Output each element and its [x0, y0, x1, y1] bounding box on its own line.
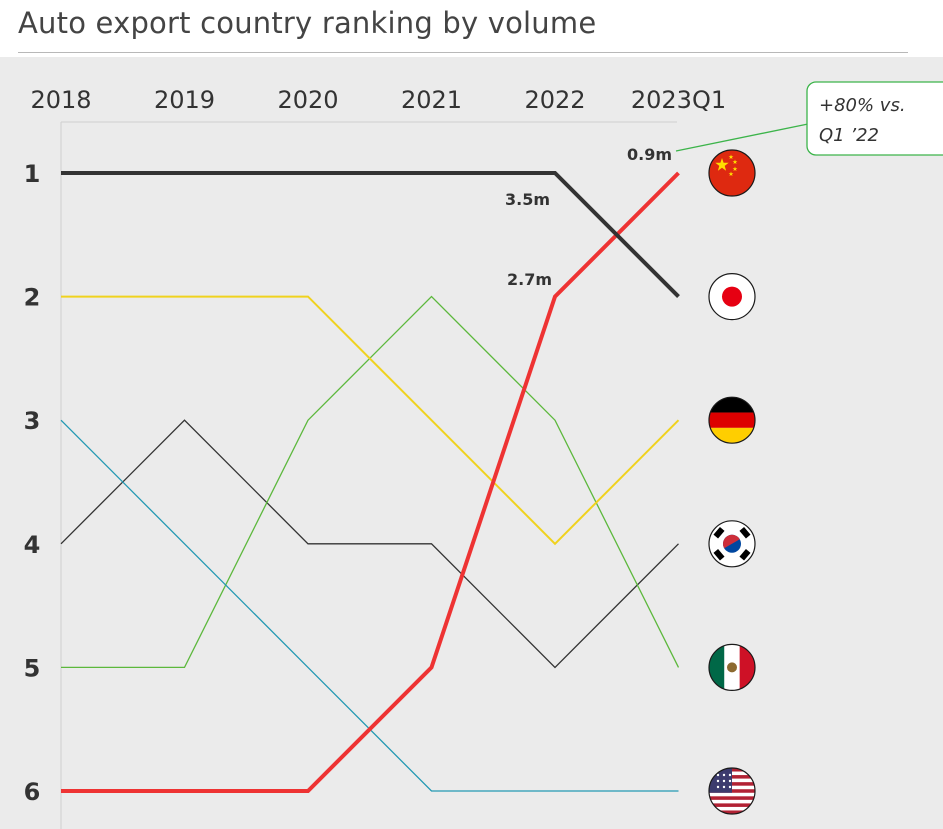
- flag-trigram: [739, 527, 751, 539]
- x-tick-label: 2019: [154, 86, 215, 114]
- title-divider: [18, 52, 908, 53]
- flag-stripe: [709, 799, 755, 804]
- flag-star: [732, 159, 738, 164]
- series-line-mexico: [61, 295, 680, 669]
- flag-stripe: [709, 644, 725, 691]
- flag-trigram: [713, 549, 725, 561]
- flag-stripe: [709, 796, 755, 801]
- flag-star: [716, 785, 720, 789]
- chart-panel: [0, 57, 943, 829]
- flag-stripe: [709, 397, 755, 413]
- flag-stripe: [739, 644, 755, 691]
- y-tick-label: 3: [24, 407, 41, 435]
- flag-body: [709, 520, 755, 567]
- flag-ring: [708, 273, 756, 321]
- flag-body: [709, 150, 755, 196]
- series-line-united-states: [60, 419, 679, 792]
- flag-star: [722, 785, 726, 789]
- callout-connector: [675, 123, 809, 152]
- series-line-germany: [61, 295, 680, 546]
- x-tick-label: 2020: [277, 86, 338, 114]
- flag-ring: [708, 396, 756, 444]
- flag-stripe: [709, 412, 755, 428]
- flag-ring: [708, 767, 756, 815]
- mexico-flag-icon: [708, 643, 756, 692]
- x-tick-label: 2021: [401, 86, 462, 114]
- chart-title: Auto export country ranking by volume: [18, 6, 597, 40]
- y-tick-label: 4: [24, 531, 41, 559]
- flag-disc: [722, 286, 742, 307]
- x-tick-label: 2023Q1: [631, 86, 726, 114]
- us-flag-icon: [708, 767, 756, 815]
- value-label: 3.5m: [505, 190, 550, 209]
- flag-emblem: [727, 662, 737, 673]
- flag-ring: [708, 520, 756, 568]
- y-tick-label: 5: [24, 654, 41, 682]
- series-line-south-korea: [60, 419, 679, 669]
- flag-body: [709, 644, 755, 691]
- flag-star: [732, 166, 738, 171]
- flag-star: [728, 171, 734, 176]
- flag-yang: [723, 534, 740, 549]
- flag-trigram: [739, 549, 751, 561]
- flag-star: [716, 779, 720, 783]
- south-korea-flag-icon: [708, 520, 756, 568]
- flag-ring: [708, 643, 756, 692]
- flag-star: [722, 779, 726, 783]
- flag-star: [728, 154, 734, 159]
- callout-text-line1: +80% vs.: [819, 95, 906, 116]
- flag-stripe: [709, 803, 755, 808]
- flag-stripe: [709, 810, 755, 814]
- y-tick-label: 1: [24, 160, 41, 188]
- series-line-japan: [61, 171, 680, 299]
- flag-stripe: [709, 792, 755, 797]
- flag-star: [728, 773, 732, 777]
- x-tick-label: 2022: [524, 86, 585, 114]
- callout-box: [806, 81, 943, 156]
- flag-star: [716, 773, 720, 777]
- flag-stripe: [709, 427, 755, 444]
- flag-body: [709, 397, 755, 444]
- series-line-china: [61, 171, 680, 793]
- x-tick-label: 2018: [30, 86, 91, 114]
- china-flag-icon: [708, 149, 756, 197]
- callout-text-line2: Q1 ’22: [819, 125, 879, 146]
- flag-trigram: [713, 527, 725, 539]
- flag-star: [715, 158, 729, 171]
- value-label: 0.9m: [627, 145, 672, 164]
- germany-flag-icon: [708, 396, 756, 444]
- flag-star: [728, 779, 732, 783]
- japan-flag-icon: [708, 273, 756, 321]
- flag-ring: [708, 149, 756, 197]
- y-tick-label: 2: [24, 284, 41, 312]
- value-label: 2.7m: [507, 270, 552, 289]
- flag-star: [722, 773, 726, 777]
- flag-star: [728, 785, 732, 789]
- flag-body: [709, 273, 755, 320]
- y-tick-label: 6: [24, 778, 41, 806]
- flag-stripe: [709, 806, 755, 811]
